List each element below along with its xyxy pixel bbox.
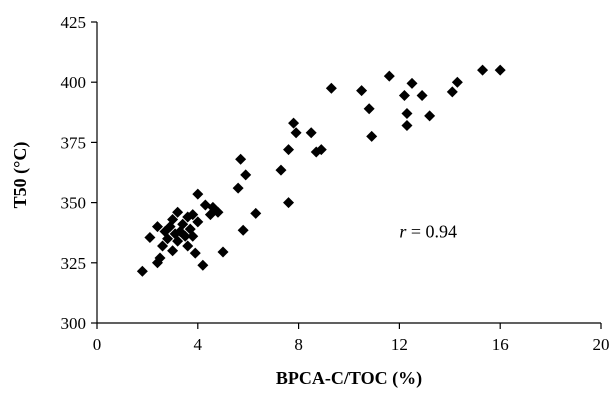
- data-point: [172, 235, 184, 247]
- data-point: [162, 233, 174, 245]
- y-tick-label: 350: [61, 194, 87, 213]
- data-point: [154, 252, 166, 264]
- data-point: [290, 127, 302, 139]
- data-point: [288, 117, 300, 129]
- x-axis-title: BPCA-C/TOC (%): [276, 368, 422, 389]
- data-point: [172, 206, 184, 218]
- data-point: [315, 144, 327, 156]
- data-point: [235, 153, 247, 165]
- correlation-annotation: r = 0.94: [399, 221, 457, 241]
- data-point: [187, 230, 199, 242]
- data-point: [451, 76, 463, 88]
- data-point: [192, 188, 204, 200]
- data-point: [401, 120, 413, 132]
- data-point: [232, 182, 244, 194]
- data-point: [283, 197, 295, 209]
- x-tick-label: 20: [593, 335, 610, 354]
- correlation-symbol: r: [399, 221, 407, 241]
- data-point: [189, 247, 201, 259]
- data-point: [240, 169, 252, 181]
- data-point: [325, 82, 337, 94]
- data-point: [398, 89, 410, 101]
- data-point: [237, 224, 249, 236]
- data-points: [136, 64, 506, 277]
- data-point: [363, 103, 375, 115]
- data-point: [383, 70, 395, 82]
- data-point: [424, 110, 436, 122]
- data-point: [250, 207, 262, 219]
- data-point: [192, 216, 204, 228]
- data-point: [356, 85, 368, 97]
- data-point: [182, 240, 194, 252]
- data-point: [401, 108, 413, 120]
- data-point: [179, 230, 191, 242]
- correlation-value: = 0.94: [406, 221, 457, 241]
- x-tick-label: 4: [194, 335, 203, 354]
- data-point: [212, 206, 224, 218]
- data-point: [446, 86, 458, 98]
- y-tick-label: 375: [61, 133, 87, 152]
- data-point: [167, 213, 179, 225]
- y-tick-label: 325: [61, 254, 87, 273]
- data-point: [144, 232, 156, 244]
- axes: 300 325 350 375 400 425 0 4 8 12 16 20: [61, 13, 610, 354]
- data-point: [136, 265, 148, 277]
- data-point: [167, 245, 179, 257]
- data-point: [494, 64, 506, 76]
- data-point: [283, 144, 295, 156]
- y-tick-label: 425: [61, 13, 87, 32]
- x-tick-label: 12: [391, 335, 408, 354]
- y-tick-label: 300: [61, 314, 87, 333]
- data-point: [157, 240, 169, 252]
- data-point: [477, 64, 489, 76]
- data-point: [187, 209, 199, 221]
- data-point: [416, 89, 428, 101]
- x-tick-label: 8: [294, 335, 303, 354]
- x-tick-label: 16: [492, 335, 509, 354]
- x-tick-label: 0: [93, 335, 102, 354]
- data-point: [197, 259, 209, 271]
- data-point: [151, 221, 163, 233]
- data-point: [305, 127, 317, 139]
- data-point: [406, 77, 418, 89]
- data-point: [177, 218, 189, 230]
- data-point: [366, 130, 378, 142]
- data-point: [275, 164, 287, 176]
- y-tick-label: 400: [61, 73, 87, 92]
- data-point: [217, 246, 229, 258]
- y-axis-title: T50 (°C): [10, 142, 31, 209]
